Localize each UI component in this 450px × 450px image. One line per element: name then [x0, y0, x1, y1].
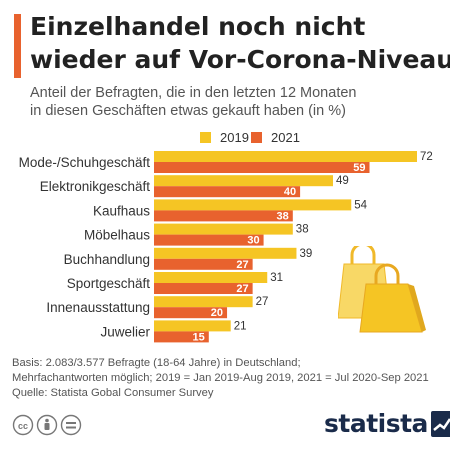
- category-label-4: Möbelhaus: [84, 228, 150, 243]
- value-label-2021-6: 27: [236, 283, 248, 295]
- bar-2021-6: [154, 283, 253, 294]
- value-label-2021-7: 20: [211, 307, 223, 319]
- bar-2019-5: [154, 247, 297, 259]
- chart-subtitle: Anteil der Befragten, die in den letzten…: [30, 84, 440, 120]
- value-label-2021-8: 15: [193, 331, 205, 343]
- legend-label-2021: 2021: [271, 130, 300, 145]
- category-label-6: Sportgeschäft: [67, 276, 151, 291]
- source-line: Quelle: Statista Gobal Consumer Survey: [12, 387, 214, 399]
- cc-icon: cc: [12, 414, 34, 436]
- value-label-2019-8: 21: [234, 320, 247, 332]
- bar-2019-8: [154, 320, 231, 332]
- statista-brand: statista: [324, 409, 450, 438]
- legend-item-2021: 2021: [251, 130, 300, 145]
- category-label-2: Elektronikgeschäft: [40, 179, 151, 194]
- bar-2019-7: [154, 296, 253, 308]
- bar-2021-8: [154, 331, 209, 343]
- bar-2021-1: [154, 162, 370, 173]
- chart-title: Einzelhandel noch nicht wieder auf Vor-C…: [30, 10, 450, 76]
- person-icon: [36, 414, 58, 436]
- value-label-2021-3: 38: [277, 210, 289, 222]
- bar-2019-1: [154, 151, 417, 162]
- category-label-7: Innenausstattung: [46, 300, 150, 315]
- bar-2021-3: [154, 210, 293, 222]
- category-label-3: Kaufhaus: [93, 203, 150, 218]
- bar-2019-2: [154, 175, 333, 187]
- legend-swatch-2021: [251, 132, 262, 143]
- license-icons: cc: [12, 414, 82, 436]
- chart-subtitle-line-1: Anteil der Befragten, die in den letzten…: [30, 85, 357, 101]
- legend-label-2019: 2019: [220, 130, 249, 145]
- title-accent-bar: [14, 14, 21, 78]
- chart-title-line-2: wieder auf Vor-Corona-Niveau: [30, 45, 450, 74]
- value-label-2021-4: 30: [247, 235, 259, 247]
- bar-2019-3: [154, 199, 352, 211]
- shopping-bags-icon: [338, 246, 426, 333]
- chart-footnote: Basis: 2.083/3.577 Befragte (18-64 Jahre…: [12, 356, 442, 401]
- bar-2019-4: [154, 223, 293, 235]
- brand-name: statista: [324, 409, 428, 438]
- bar-chart: Mode-/Schuhgeschäft 72 59 Elektronikgeschäf…: [19, 151, 433, 343]
- value-label-2019-3: 54: [354, 199, 367, 211]
- bar-2019-6: [154, 272, 268, 283]
- bar-2021-2: [154, 186, 301, 198]
- bar-2021-5: [154, 258, 253, 270]
- legend-item-2019: 2019: [200, 130, 249, 145]
- value-label-2021-2: 40: [284, 186, 296, 198]
- category-label-8: Juwelier: [100, 324, 150, 339]
- value-label-2021-1: 59: [353, 162, 365, 174]
- category-label-5: Buchhandlung: [64, 252, 150, 267]
- value-label-2019-2: 49: [336, 175, 349, 187]
- footnote-line-1: Basis: 2.083/3.577 Befragte (18-64 Jahre…: [12, 357, 301, 369]
- value-label-2019-4: 38: [296, 224, 309, 236]
- category-label-1: Mode-/Schuhgeschäft: [19, 155, 151, 170]
- chart-subtitle-line-2: in diesen Geschäften etwas gekauft haben…: [30, 103, 346, 119]
- value-label-2019-6: 31: [270, 272, 283, 284]
- value-label-2019-5: 39: [299, 248, 312, 260]
- value-label-2021-5: 27: [236, 259, 248, 271]
- value-label-2019-1: 72: [420, 151, 433, 163]
- statista-logo-icon: [430, 410, 450, 437]
- value-label-2019-7: 27: [256, 296, 269, 308]
- svg-text:cc: cc: [18, 421, 28, 431]
- chart-title-line-1: Einzelhandel noch nicht: [30, 12, 366, 41]
- bar-2021-4: [154, 234, 264, 246]
- legend-swatch-2019: [200, 132, 211, 143]
- footnote-line-2: Mehrfachantworten möglich; 2019 = Jan 20…: [12, 372, 429, 384]
- bar-2021-7: [154, 307, 228, 319]
- equals-icon: [60, 414, 82, 436]
